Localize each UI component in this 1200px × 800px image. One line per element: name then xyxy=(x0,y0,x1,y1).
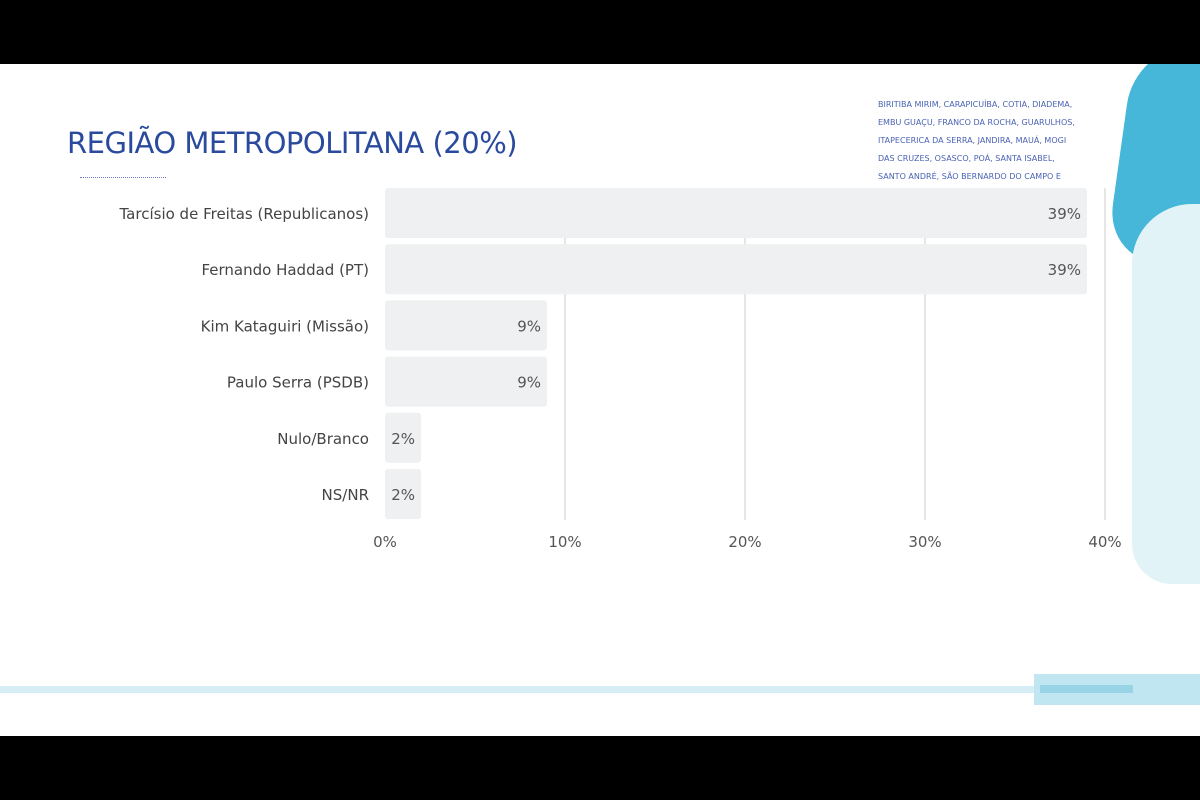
value-labels: 39% 39% 9% 9% 2% 2% xyxy=(391,205,1081,504)
category-labels: Tarcísio de Freitas (Republicanos) Fernan… xyxy=(119,205,370,504)
tick-label: 10% xyxy=(548,533,581,551)
value-label: 39% xyxy=(1048,261,1081,279)
tick-label: 20% xyxy=(728,533,761,551)
bar-chart: Tarcísio de Freitas (Republicanos) Fernan… xyxy=(119,188,1122,551)
value-label: 2% xyxy=(391,486,415,504)
bar xyxy=(385,412,421,463)
value-label: 2% xyxy=(391,430,415,448)
grid-lines xyxy=(564,188,1106,520)
bottom-divider-line xyxy=(0,686,1200,693)
category-label: Fernando Haddad (PT) xyxy=(201,261,369,279)
bottom-decorative-rect-inner xyxy=(1040,685,1133,693)
bar xyxy=(385,300,547,351)
slide: REGIÃO METROPOLITANA (20%) BIRITIBA MIRI… xyxy=(0,64,1200,736)
bar xyxy=(385,244,1087,295)
category-label: Kim Kataguiri (Missão) xyxy=(201,317,369,335)
tick-label: 40% xyxy=(1088,533,1121,551)
value-label: 9% xyxy=(517,317,541,335)
x-axis-ticks: 0% 10% 20% 30% 40% xyxy=(373,533,1122,551)
bar xyxy=(385,356,547,407)
category-label: Nulo/Branco xyxy=(277,430,369,448)
decorative-shape-light xyxy=(1132,204,1200,584)
value-label: 39% xyxy=(1048,205,1081,223)
bars xyxy=(385,188,1087,519)
title-underline xyxy=(80,177,166,178)
page-title: REGIÃO METROPOLITANA (20%) xyxy=(67,126,518,160)
tick-label: 30% xyxy=(908,533,941,551)
category-label: Paulo Serra (PSDB) xyxy=(227,374,369,392)
value-label: 9% xyxy=(517,374,541,392)
tick-label: 0% xyxy=(373,533,397,551)
category-label: NS/NR xyxy=(322,486,369,504)
bar xyxy=(385,469,421,519)
category-label: Tarcísio de Freitas (Republicanos) xyxy=(119,205,370,223)
bar xyxy=(385,188,1087,238)
